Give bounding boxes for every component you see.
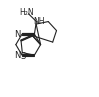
- Text: S: S: [20, 52, 25, 61]
- Text: N: N: [14, 30, 21, 39]
- Text: H₂N: H₂N: [19, 8, 34, 17]
- Text: NH: NH: [33, 17, 45, 26]
- Text: N: N: [14, 51, 21, 60]
